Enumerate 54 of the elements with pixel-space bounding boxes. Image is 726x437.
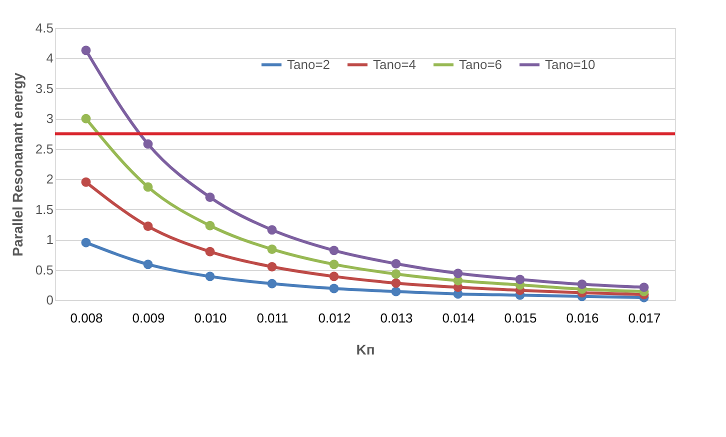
point xyxy=(267,225,277,235)
y-tick-label: 4 xyxy=(46,50,54,66)
point xyxy=(391,286,401,296)
point xyxy=(143,139,153,149)
x-tick-label: 0.008 xyxy=(70,310,103,326)
x-axis-title: Kп xyxy=(356,342,375,358)
point xyxy=(515,274,525,284)
x-tick-label: 0.014 xyxy=(442,310,475,326)
y-tick-label: 0 xyxy=(46,292,54,308)
point xyxy=(81,238,91,248)
y-tick-label: 1 xyxy=(46,232,54,248)
point xyxy=(329,246,339,256)
y-tick-label: 3.5 xyxy=(35,80,54,96)
y-tick-label: 3 xyxy=(46,111,54,126)
legend-label: Tano=6 xyxy=(459,56,502,72)
point xyxy=(81,177,91,187)
point xyxy=(391,278,401,288)
point xyxy=(267,278,277,288)
x-tick-label: 0.017 xyxy=(628,310,661,326)
point xyxy=(267,244,277,254)
x-tick-label: 0.010 xyxy=(194,310,227,326)
point xyxy=(205,246,215,256)
y-tick-label: 1.5 xyxy=(35,202,54,217)
point xyxy=(391,269,401,279)
legend-label: Tano=10 xyxy=(545,56,596,72)
point xyxy=(329,272,339,282)
x-tick-label: 0.009 xyxy=(132,310,165,326)
point xyxy=(143,182,153,192)
point xyxy=(267,262,277,272)
point xyxy=(205,272,215,282)
point xyxy=(205,220,215,230)
point xyxy=(81,114,91,124)
y-tick-label: 4.5 xyxy=(35,20,54,36)
x-tick-label: 0.013 xyxy=(380,310,413,326)
point xyxy=(143,222,153,231)
point xyxy=(143,260,153,270)
y-axis-title: Parallel Resonanant energy xyxy=(9,72,26,256)
x-tick-label: 0.011 xyxy=(256,310,288,326)
point xyxy=(81,46,91,56)
point xyxy=(329,284,339,294)
point xyxy=(329,260,339,270)
y-tick-label: 2.5 xyxy=(35,141,54,156)
x-tick-label: 0.012 xyxy=(318,310,351,326)
legend-label: Tano=4 xyxy=(373,56,416,72)
point xyxy=(453,268,463,278)
x-tick-label: 0.015 xyxy=(504,310,537,326)
point xyxy=(639,282,649,292)
y-tick-label: 0.5 xyxy=(35,262,54,278)
legend-label: Tano=2 xyxy=(287,56,330,72)
point xyxy=(205,192,215,202)
x-tick-label: 0.016 xyxy=(566,310,599,326)
point xyxy=(577,280,587,290)
point xyxy=(391,259,401,268)
y-tick-label: 2 xyxy=(46,172,54,187)
